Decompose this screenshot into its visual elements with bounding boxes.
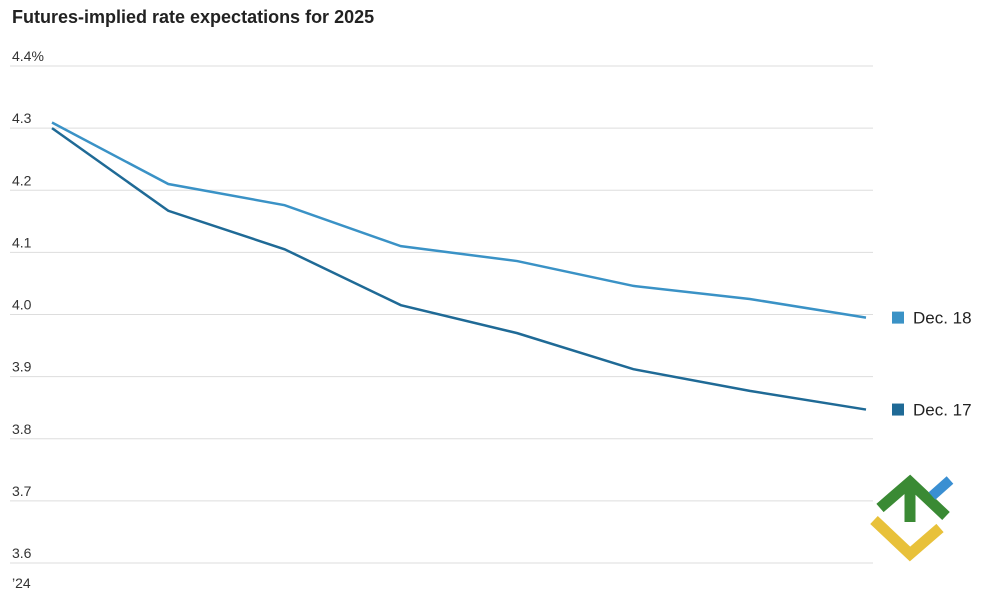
logo <box>870 474 954 562</box>
legend-swatch <box>892 403 904 416</box>
legend-label: Dec. 18 <box>913 309 972 328</box>
legend-swatch <box>892 311 904 324</box>
series-line <box>51 121 867 319</box>
legend-label: Dec. 17 <box>913 401 972 420</box>
y-tick-label: 3.9 <box>12 359 32 375</box>
y-tick-label: 3.6 <box>12 545 32 561</box>
y-tick-label: 4.1 <box>12 234 32 250</box>
y-tick-label: 3.7 <box>12 483 32 499</box>
y-tick-label: 4.3 <box>12 110 32 126</box>
series-line <box>51 127 867 411</box>
y-tick-label: 4.0 <box>12 297 32 313</box>
y-tick-label: 3.8 <box>12 421 32 437</box>
y-tick-label: 4.4% <box>12 48 44 64</box>
x-tick-label: ’24 <box>12 575 31 591</box>
chart-title: Futures-implied rate expectations for 20… <box>12 7 374 27</box>
y-tick-label: 4.2 <box>12 172 32 188</box>
